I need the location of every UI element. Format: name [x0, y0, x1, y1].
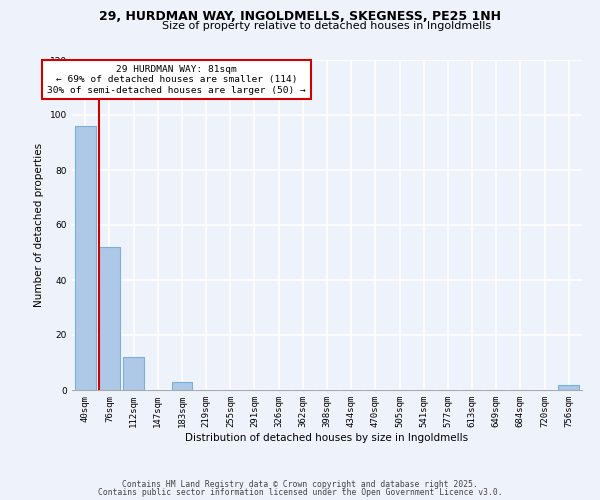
Bar — [75, 126, 95, 390]
Bar — [172, 382, 192, 390]
Bar — [559, 384, 579, 390]
Y-axis label: Number of detached properties: Number of detached properties — [34, 143, 44, 307]
X-axis label: Distribution of detached houses by size in Ingoldmells: Distribution of detached houses by size … — [185, 432, 469, 442]
Text: Contains HM Land Registry data © Crown copyright and database right 2025.: Contains HM Land Registry data © Crown c… — [122, 480, 478, 489]
Text: Contains public sector information licensed under the Open Government Licence v3: Contains public sector information licen… — [98, 488, 502, 497]
Bar — [124, 357, 144, 390]
Title: Size of property relative to detached houses in Ingoldmells: Size of property relative to detached ho… — [163, 22, 491, 32]
Text: 29 HURDMAN WAY: 81sqm
← 69% of detached houses are smaller (114)
30% of semi-det: 29 HURDMAN WAY: 81sqm ← 69% of detached … — [47, 65, 306, 95]
Text: 29, HURDMAN WAY, INGOLDMELLS, SKEGNESS, PE25 1NH: 29, HURDMAN WAY, INGOLDMELLS, SKEGNESS, … — [99, 10, 501, 23]
Bar — [99, 247, 120, 390]
